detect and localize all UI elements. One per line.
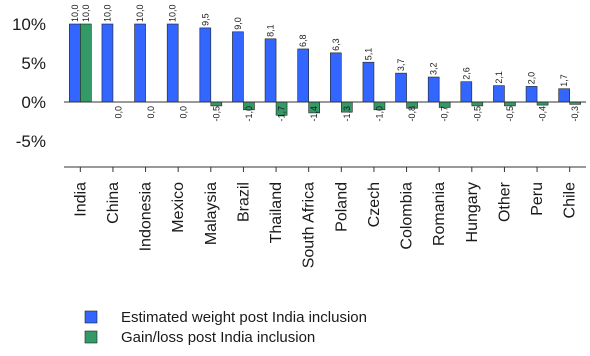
data-labels: 10,0 10,0 10,00,010,00,010,00,09,5-0,59,0-… [70, 4, 580, 121]
data-label: 3,2 [429, 63, 439, 76]
data-label: -0,7 [440, 106, 450, 122]
y-tick-label: 5% [21, 54, 46, 73]
legend-label: Gain/loss post India inclusion [121, 329, 315, 346]
data-label: 2,6 [461, 67, 471, 80]
x-tick-label: China [105, 182, 122, 224]
bar-weight [525, 86, 538, 103]
bar-weight [232, 31, 244, 103]
legend: Estimated weight post India inclusion Gai… [84, 309, 367, 346]
x-tick-label: Romania [431, 182, 448, 246]
data-label: 1,7 [559, 74, 569, 87]
y-axis: 10% 5% 0% -5% [12, 15, 46, 151]
data-label: 5,1 [363, 48, 373, 61]
data-label: 6,3 [331, 38, 341, 51]
x-tick-label: India [72, 182, 89, 217]
bar-weight [362, 61, 375, 103]
data-label: 0,0 [179, 106, 189, 119]
bar-weight [297, 48, 309, 103]
bar-weight [199, 27, 212, 103]
data-label: -0,4 [538, 106, 548, 122]
x-tick-label: Brazil [235, 182, 252, 222]
bar-weight [330, 52, 342, 103]
data-label: 2,0 [527, 72, 537, 85]
bar-weight [69, 23, 81, 103]
data-label: 0,0 [146, 106, 156, 119]
x-tick-label: Malaysia [203, 182, 220, 245]
y-tick-label: 0% [21, 93, 46, 112]
x-tick-label: Colombia [399, 182, 416, 250]
data-label: -1,7 [277, 106, 287, 122]
data-label: -0,5 [472, 106, 482, 122]
bar-weight [395, 72, 407, 103]
bar-gain-loss [504, 101, 516, 107]
data-label: -0,5 [505, 106, 515, 122]
x-tick-label: Poland [333, 182, 350, 232]
data-label: 3,7 [396, 59, 406, 72]
x-tick-label: South Africa [301, 182, 318, 268]
data-label: 8,1 [266, 24, 276, 37]
data-label: 10,0 [81, 4, 91, 22]
data-label: 9,5 [200, 13, 210, 26]
data-label: 10,0 [168, 4, 178, 22]
bar-weight [166, 23, 179, 103]
x-tick-label: Mexico [170, 182, 187, 233]
legend-swatch [84, 330, 98, 344]
x-tick-label: Peru [529, 182, 546, 216]
data-label: 10,0 [102, 4, 112, 22]
bar-weight [558, 88, 570, 103]
data-label: -1,0 [244, 106, 254, 122]
legend-label: Estimated weight post India inclusion [121, 309, 367, 326]
bar-weight [264, 38, 277, 103]
x-tick-label: Thailand [268, 182, 285, 243]
data-label: 0,0 [113, 106, 123, 119]
x-tick-label: Chile [562, 182, 579, 219]
data-label: 10,0 [70, 4, 80, 22]
data-label: 6,8 [298, 34, 308, 47]
data-label: -1,4 [309, 106, 319, 122]
y-tick-label: 10% [12, 15, 46, 34]
bars [64, 23, 586, 116]
x-tick-label: Czech [366, 182, 383, 227]
data-label: -0,5 [211, 106, 221, 122]
bar-gain-loss [80, 23, 92, 103]
bar-weight [493, 85, 505, 103]
bar-weight [427, 76, 440, 103]
data-label: 9,0 [233, 17, 243, 30]
x-tick-label: Hungary [464, 182, 481, 242]
x-tick-label: Other [496, 181, 513, 222]
bar-gain-loss [210, 101, 223, 107]
data-label: -1,3 [342, 106, 352, 122]
bar-weight [134, 23, 146, 103]
x-axis: India China Indonesia Mexico Malaysia Brazil T… [64, 166, 586, 268]
data-label: -1,0 [374, 106, 384, 122]
bar-weight [460, 81, 473, 103]
data-label: 2,1 [494, 71, 504, 84]
y-tick-label: -5% [16, 132, 46, 151]
bar-weight [101, 23, 114, 103]
data-label: -0,3 [570, 106, 580, 122]
bar-gain-loss [471, 101, 484, 107]
data-label: -0,8 [407, 106, 417, 122]
data-label: 10,0 [135, 4, 145, 22]
x-tick-label: Indonesia [138, 182, 155, 251]
legend-swatch [84, 310, 98, 324]
